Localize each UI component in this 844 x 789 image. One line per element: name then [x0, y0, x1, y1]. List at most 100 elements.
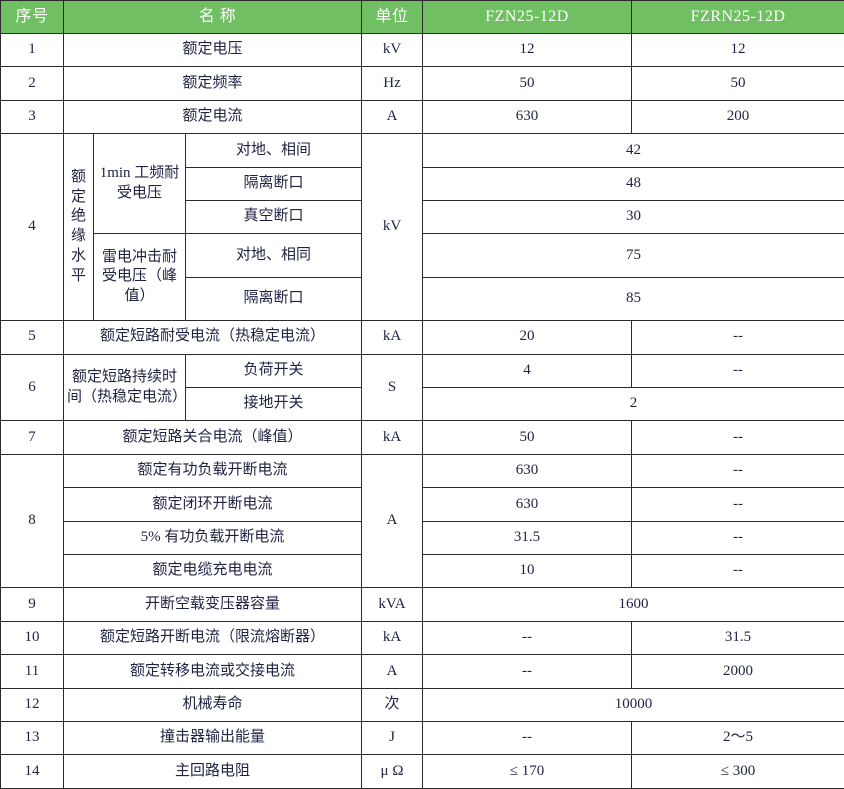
row-no: 13	[0, 721, 64, 756]
subitem-value-merged: 48	[422, 166, 844, 202]
row-value-model1: 50	[422, 66, 633, 101]
subitem-value-merged: 75	[422, 233, 844, 278]
row-value-model2: 2～5	[631, 721, 844, 756]
table-row: 11 额定转移电流或交接电流 A -- 2000	[0, 654, 844, 689]
subgroup-label-power-frequency: 1min 工频耐受电压	[93, 133, 186, 235]
row-value-model2: --	[631, 487, 844, 522]
subitem-value-merged: 30	[422, 200, 844, 235]
column-header-model-fzn25: FZN25-12D	[422, 0, 633, 34]
row-unit: kVA	[361, 587, 424, 622]
table-row: 接地开关 2	[1, 386, 844, 422]
table-body: 1 额定电压 kV 12 12 2 额定频率 Hz 50 50 3 额定电流 A…	[0, 32, 844, 789]
table-row: 隔离断口 85	[1, 276, 844, 322]
row-unit: A	[361, 99, 424, 135]
row-no: 12	[0, 687, 64, 723]
subitem-value-merged: 85	[422, 276, 844, 322]
row-value-model2: 2000	[631, 654, 844, 689]
row-value-model1: 10	[422, 554, 633, 589]
subitem-label: 隔离断口	[184, 166, 363, 202]
row-group-label: 额定短路持续时间（热稳定电流）	[63, 353, 187, 422]
subitem-label: 额定电缆充电电流	[62, 554, 363, 589]
row-value-model1: 630	[422, 453, 633, 489]
subitem-label: 接地开关	[184, 386, 363, 422]
row-unit: A	[361, 654, 424, 689]
table-row: 6 额定短路持续时间（热稳定电流） 负荷开关 S 4 --	[0, 353, 844, 422]
row-name: 主回路电阻	[62, 754, 363, 789]
row-value-model2: 12	[631, 32, 844, 68]
row-unit: kA	[361, 420, 424, 455]
row-value-model1: --	[422, 721, 633, 756]
row-name: 开断空载变压器容量	[62, 587, 363, 622]
row-name: 额定电压	[62, 32, 363, 68]
table-row: 5 额定短路耐受电流（热稳定电流） kA 20 --	[0, 320, 844, 355]
row-no: 10	[0, 620, 64, 656]
table-header: 序号 名 称 单位 FZN25-12D FZRN25-12D	[0, 0, 844, 34]
subitem-label: 额定闭环开断电流	[62, 487, 363, 522]
row-unit: S	[361, 353, 424, 422]
table-row: 额定闭环开断电流 630 --	[1, 487, 844, 522]
row-value-model2: --	[631, 320, 844, 355]
row-unit: 次	[361, 687, 424, 723]
row-value-model1: 12	[422, 32, 633, 68]
subitem-value-merged: 42	[422, 133, 844, 168]
table-row: 隔离断口 48	[1, 166, 844, 202]
row-unit: kV	[361, 133, 424, 322]
table-row: 1 额定电压 kV 12 12	[0, 32, 844, 68]
row-no: 5	[0, 320, 64, 355]
subitem-value-merged: 2	[422, 386, 844, 422]
table-row: 真空断口 30	[1, 200, 844, 235]
table-row: 14 主回路电阻 μ Ω ≤ 170 ≤ 300	[0, 754, 844, 789]
row-no: 6	[0, 353, 64, 422]
row-no: 7	[0, 420, 64, 455]
row-value-model1: 50	[422, 420, 633, 455]
row-value-model2: --	[631, 520, 844, 556]
table-row: 雷电冲击耐受电压（峰值） 对地、相同 75	[1, 233, 844, 322]
row-value-model1: 4	[422, 353, 633, 389]
subitem-label: 对地、相同	[184, 233, 363, 278]
subitem-label: 隔离断口	[184, 276, 363, 322]
table-row: 12 机械寿命 次 10000	[0, 687, 844, 723]
row-value-model2: --	[631, 420, 844, 455]
table-row: 4 额定绝缘水平 1min 工频耐受电压 对地、相间 kV 42	[0, 133, 844, 322]
subitem-label: 5% 有功负载开断电流	[62, 520, 363, 556]
row-value-model2: 31.5	[631, 620, 844, 656]
row-value-model2: 200	[631, 99, 844, 135]
column-header-model-fzrn25: FZRN25-12D	[631, 0, 844, 34]
row-value-model2: --	[631, 453, 844, 489]
row-unit: kA	[361, 320, 424, 355]
row-name: 机械寿命	[62, 687, 363, 723]
row-unit: μ Ω	[361, 754, 424, 789]
subitem-label: 额定有功负载开断电流	[62, 453, 363, 489]
table-row: 3 额定电流 A 630 200	[0, 99, 844, 135]
row-value-merged: 10000	[422, 687, 844, 723]
row-value-model2: 50	[631, 66, 844, 101]
subgroup-label-lightning-impulse: 雷电冲击耐受电压（峰值）	[93, 233, 186, 322]
row-no: 11	[0, 654, 64, 689]
row-name: 撞击器输出能量	[62, 721, 363, 756]
row-unit: J	[361, 721, 424, 756]
row-value-model2: ≤ 300	[631, 754, 844, 789]
row-no: 4	[0, 133, 64, 322]
table-row: 13 撞击器输出能量 J -- 2～5	[0, 721, 844, 756]
row-value-model1: ≤ 170	[422, 754, 633, 789]
row-no: 2	[0, 66, 64, 101]
row-no: 1	[0, 32, 64, 68]
row-value-model1: 630	[422, 487, 633, 522]
table-row: 9 开断空载变压器容量 kVA 1600	[0, 587, 844, 622]
table-row: 5% 有功负载开断电流 31.5 --	[1, 520, 844, 556]
row-no: 3	[0, 99, 64, 135]
row-unit: kV	[361, 32, 424, 68]
column-header-name: 名 称	[62, 0, 363, 34]
row-unit: Hz	[361, 66, 424, 101]
row-unit: kA	[361, 620, 424, 656]
header-row: 序号 名 称 单位 FZN25-12D FZRN25-12D	[0, 0, 844, 34]
table-row: 额定电缆充电电流 10 --	[1, 554, 844, 589]
row-name: 额定短路开断电流（限流熔断器）	[62, 620, 363, 656]
row-value-model2: --	[631, 353, 844, 389]
table-row: 10 额定短路开断电流（限流熔断器） kA -- 31.5	[0, 620, 844, 656]
row-value-model1: 31.5	[422, 520, 633, 556]
column-header-no: 序号	[0, 0, 64, 34]
row-name: 额定短路关合电流（峰值）	[62, 420, 363, 455]
table-row: 2 额定频率 Hz 50 50	[0, 66, 844, 101]
